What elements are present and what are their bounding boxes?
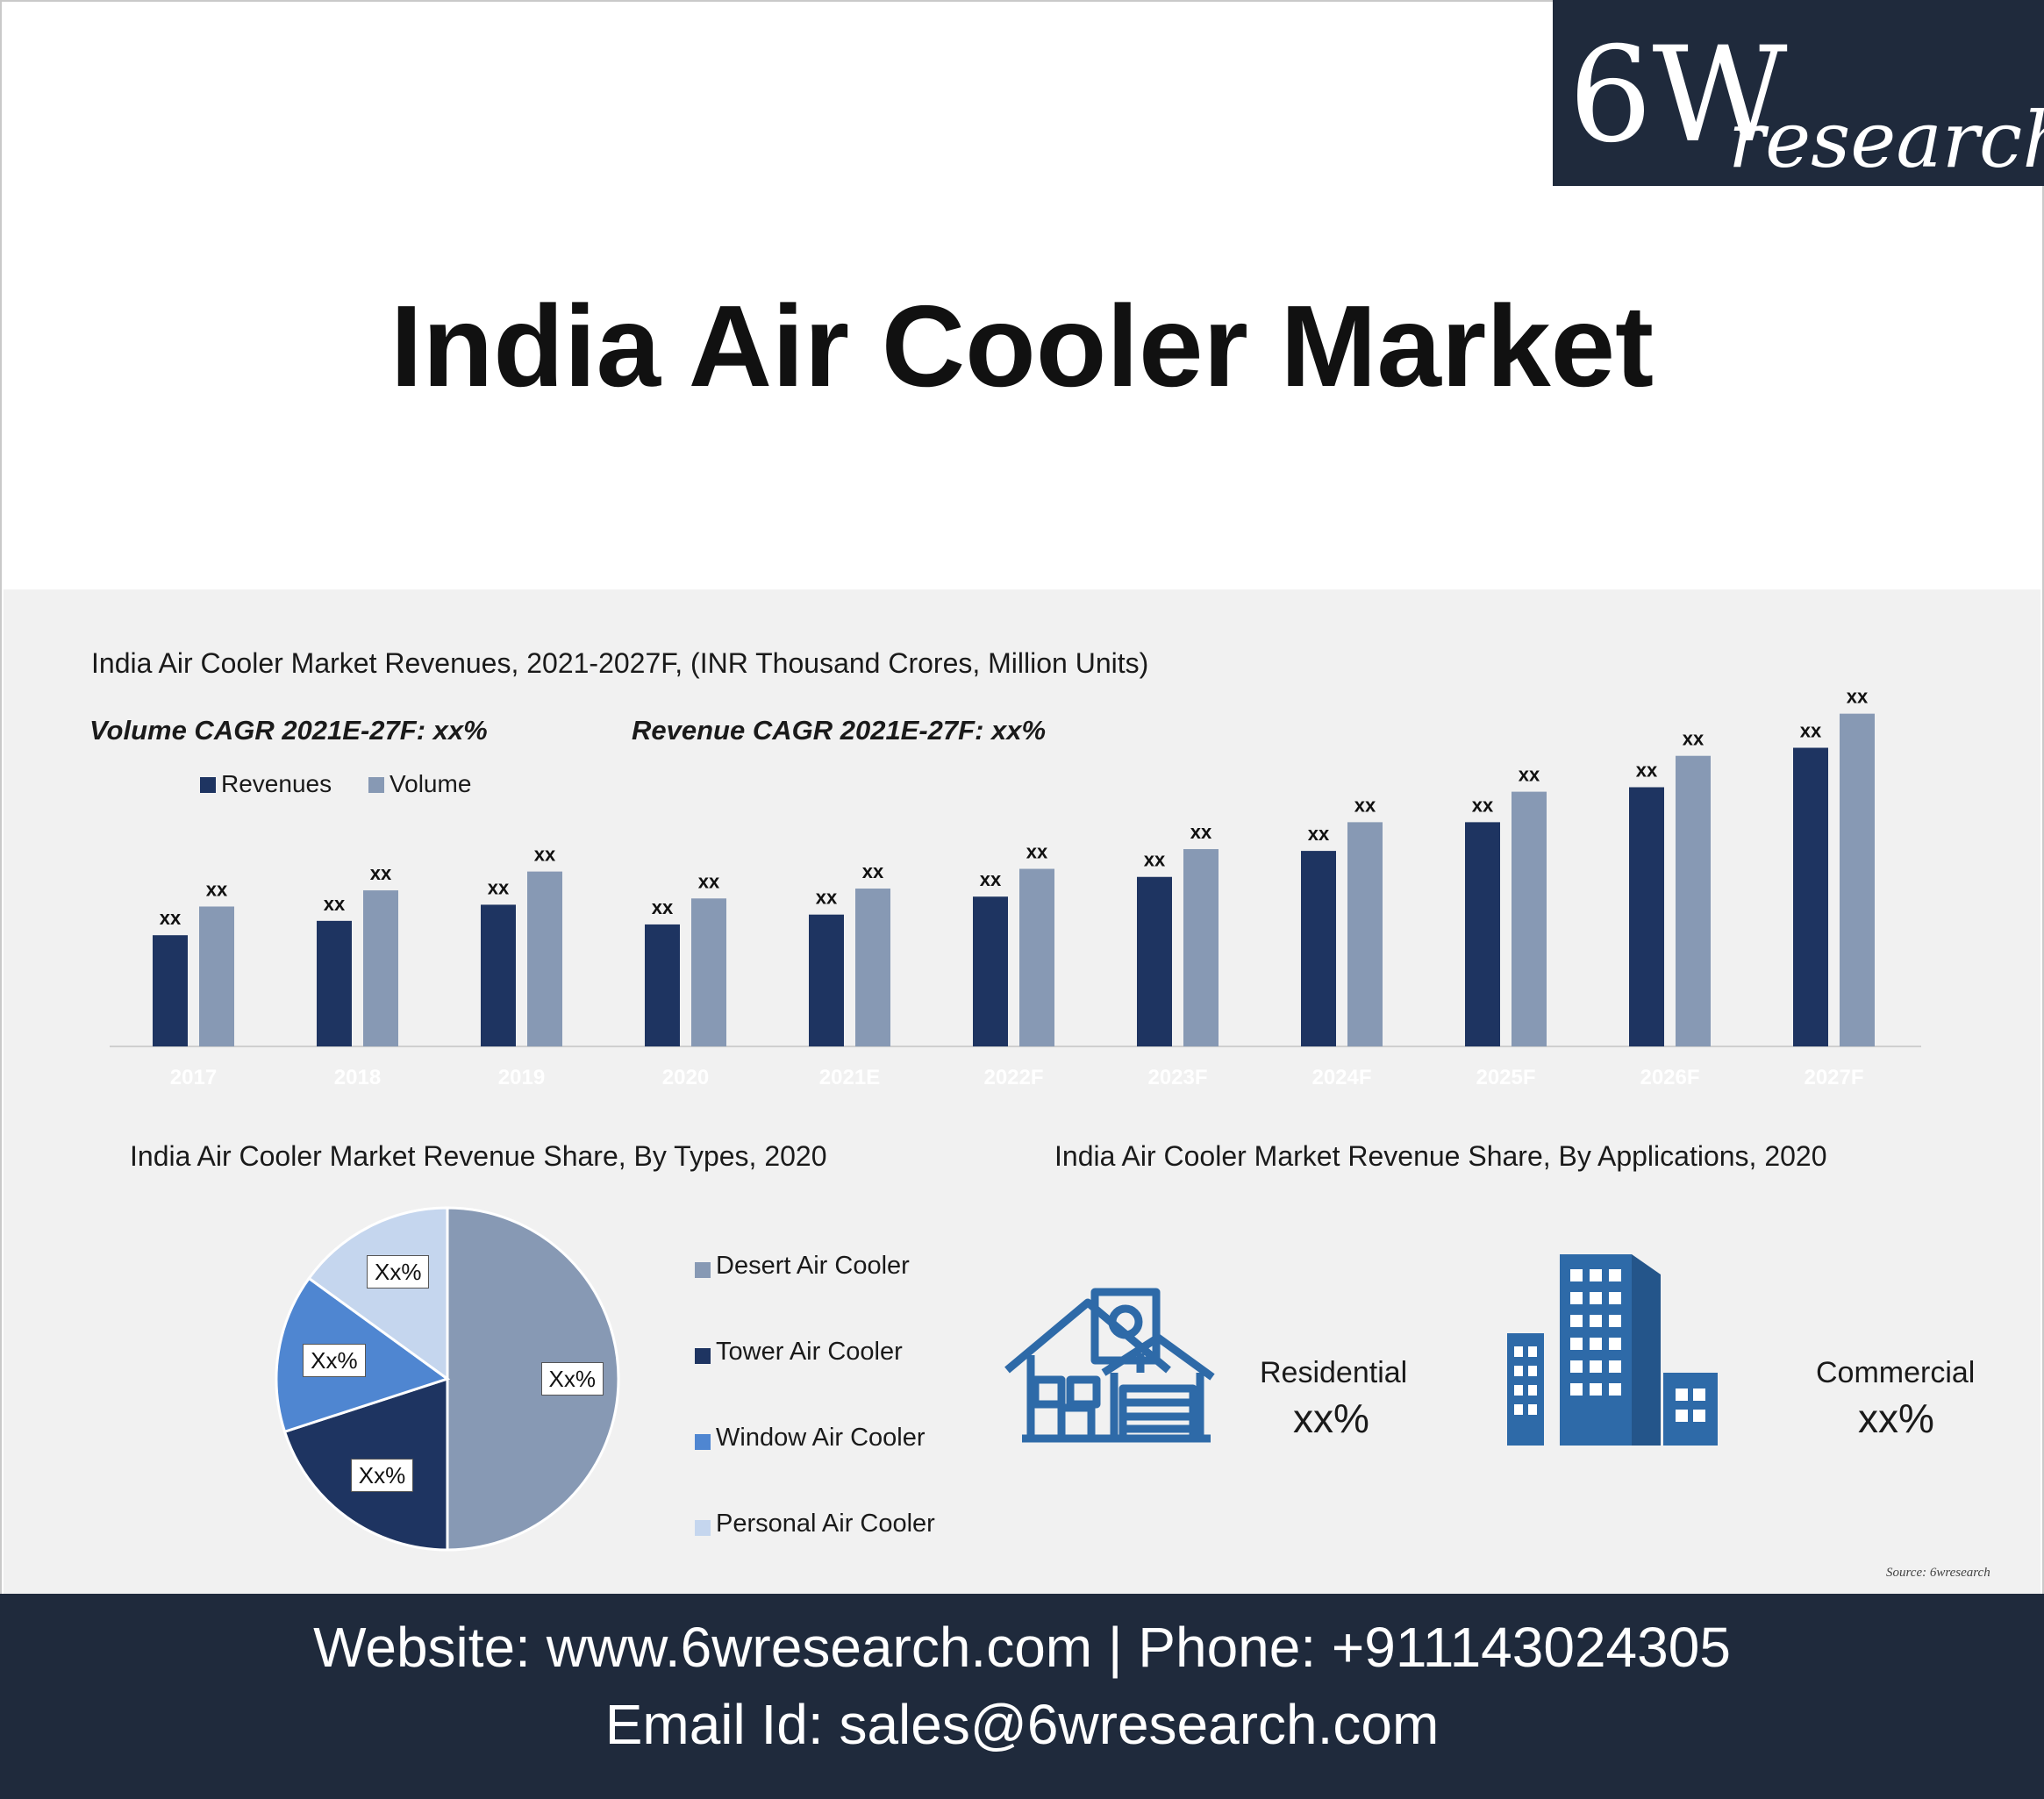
bar-chart-title: India Air Cooler Market Revenues, 2021-2… [91,647,1149,679]
data-label-revenues-2020: xx [652,896,674,918]
data-label-volume-2022F: xx [1026,841,1048,863]
data-label-volume-2027F: xx [1847,686,1869,708]
bar-volume-2025F [1512,791,1547,1046]
data-label-revenues-2018: xx [324,893,346,915]
page-title: India Air Cooler Market [390,282,1654,410]
legend-label-revenues: Revenues [221,770,332,797]
bar-revenues-2024F [1301,851,1336,1046]
pie-chart-title: India Air Cooler Market Revenue Share, B… [130,1140,827,1172]
residential-value: xx% [1293,1396,1369,1441]
bar-volume-2026F [1676,755,1711,1046]
residential-label: Residential [1260,1356,1408,1389]
data-label-revenues-2026F: xx [1636,759,1658,781]
bar-volume-2024F [1347,822,1383,1046]
bar-revenues-2027F [1793,747,1828,1046]
footer-email-line: Email Id: sales@6wresearch.com [604,1693,1440,1756]
pie-legend-label: Window Air Cooler [716,1424,926,1452]
data-label-volume-2024F: xx [1354,794,1376,816]
legend-swatch-volume [368,777,384,793]
bar-revenues-2017 [153,935,188,1046]
building-icon [1507,1254,1718,1446]
x-tick-label: 2018 [334,1066,381,1089]
bar-volume-2027F [1840,713,1875,1046]
pie-legend-label: Tower Air Cooler [716,1338,903,1366]
bar-revenues-2025F [1465,822,1500,1046]
data-label-volume-2019: xx [534,844,556,866]
x-tick-label: 2022F [983,1066,1043,1089]
data-label-revenues-2017: xx [160,907,182,929]
x-tick-label: 2020 [662,1066,709,1089]
data-label-revenues-2022F: xx [980,868,1002,890]
x-tick-label: 2021E [819,1066,880,1089]
bar-revenues-2022F [973,896,1008,1046]
revenue-cagr: Revenue CAGR 2021E-27F: xx% [632,715,1047,746]
pie-slice-label: Xx% [367,1255,430,1289]
data-label-volume-2023F: xx [1190,821,1212,843]
x-tick-label: 2026F [1640,1066,1699,1089]
logo-number: 6W [1569,19,1788,172]
bar-revenues-2019 [481,904,516,1046]
x-tick-label: 2027F [1804,1066,1863,1089]
data-label-revenues-2024F: xx [1308,823,1330,845]
legend-label-volume: Volume [390,770,472,797]
x-tick-label: 2024F [1311,1066,1371,1089]
brand-logo: 6W research [1553,0,2044,186]
source-note: Source: 6wresearch [1886,1566,1990,1580]
data-label-revenues-2023F: xx [1144,849,1166,871]
data-label-volume-2025F: xx [1519,764,1540,786]
commercial-value: xx% [1858,1396,1934,1441]
x-tick-label: 2019 [498,1066,545,1089]
x-tick-label: 2017 [170,1066,217,1089]
bar-revenues-2023F [1137,876,1172,1046]
logo-word: research [1728,95,2044,185]
pie-slice-desert-air-cooler [446,1206,620,1552]
footer: Website: www.6wresearch.com | Phone: +91… [0,1594,2044,1799]
pie-legend-swatch [695,1434,711,1450]
bar-volume-2023F [1183,849,1219,1046]
logo-graphic: 6W research [1569,19,2044,185]
data-label-volume-2017: xx [206,878,228,900]
bar-volume-2021E [855,889,890,1046]
legend-swatch-revenues [200,777,216,793]
pie-slice-label: Xx% [350,1459,414,1493]
pie-slice-personal-air-cooler [307,1206,449,1381]
commercial-label: Commercial [1816,1356,1976,1389]
pie-slice-label: Xx% [540,1362,604,1396]
data-label-revenues-2021E: xx [816,887,838,909]
bar-revenues-2021E [809,914,844,1046]
applications-title: India Air Cooler Market Revenue Share, B… [1054,1140,1827,1172]
data-label-revenues-2025F: xx [1472,794,1494,816]
x-tick-label: 2025F [1476,1066,1535,1089]
data-label-volume-2026F: xx [1683,728,1705,750]
bar-volume-2022F [1019,868,1054,1046]
data-label-volume-2018: xx [370,862,392,884]
bar-chart: xx xx 2017 xx xx 2018 xx xx 2019 xx xx 2020 xx xx 2021… [110,686,1921,1089]
house-icon [1004,1288,1215,1443]
data-label-volume-2021E: xx [862,860,884,882]
pie-legend-swatch [695,1348,711,1364]
bar-volume-2017 [199,906,234,1046]
bar-revenues-2020 [645,924,680,1046]
footer-contact-line: Website: www.6wresearch.com | Phone: +91… [313,1616,1731,1679]
volume-cagr: Volume CAGR 2021E-27F: xx% [89,715,488,746]
bar-revenues-2026F [1629,787,1664,1046]
bar-volume-2018 [363,890,398,1046]
pie-legend-swatch [695,1262,711,1278]
x-tick-label: 2023F [1147,1066,1207,1089]
data-label-revenues-2027F: xx [1800,720,1822,742]
bar-volume-2020 [691,898,726,1046]
data-label-volume-2020: xx [698,870,720,892]
pie-legend-label: Desert Air Cooler [716,1252,910,1280]
bar-revenues-2018 [317,920,352,1046]
data-label-revenues-2019: xx [488,876,510,898]
bar-volume-2019 [527,871,562,1046]
pie-slice-label: Xx% [303,1343,366,1377]
pie-legend-label: Personal Air Cooler [716,1510,935,1538]
pie-legend-swatch [695,1520,711,1536]
